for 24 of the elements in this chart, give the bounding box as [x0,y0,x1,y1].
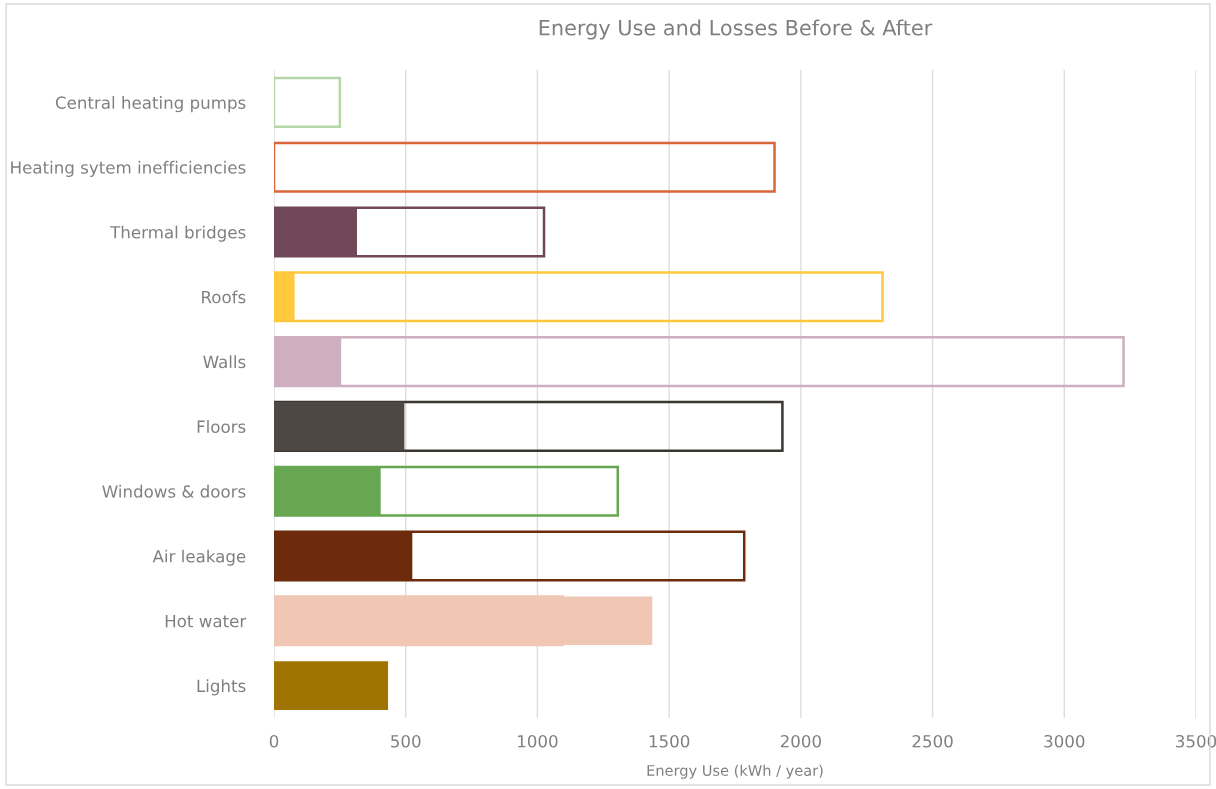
x-tick-label: 3500 [1176,734,1216,748]
bar [274,661,389,710]
x-tick-label: 2500 [912,734,953,748]
y-tick-label: Air leakage [152,549,246,566]
y-tick-label: Floors [197,420,246,433]
y-tick-label: Walls [203,355,246,369]
y-tick-label: Roofs [202,290,246,304]
y-tick-label: Thermal bridges [110,225,246,242]
bar [274,76,342,128]
chart-title: Energy Use and Losses Before & After [539,19,933,40]
bar [274,141,776,193]
x-tick-label: 2000 [780,734,821,748]
y-tick-label: Central heating pumps [55,96,246,113]
x-tick-label: 0 [269,734,279,748]
y-tick-label: Heating sytem inefficiencies [11,160,246,177]
x-tick-label: 3000 [1044,734,1085,748]
x-tick-label: 500 [391,734,421,748]
x-tick-label: 1500 [649,734,690,748]
x-axis-title: Energy Use (kWh / year) [647,764,823,779]
y-tick-label: Hot water [165,614,247,628]
y-tick-label: Lights [197,679,246,696]
x-tick-label: 1000 [518,734,558,748]
bar [274,402,405,451]
y-tick-label: Windows & doors [102,484,246,498]
